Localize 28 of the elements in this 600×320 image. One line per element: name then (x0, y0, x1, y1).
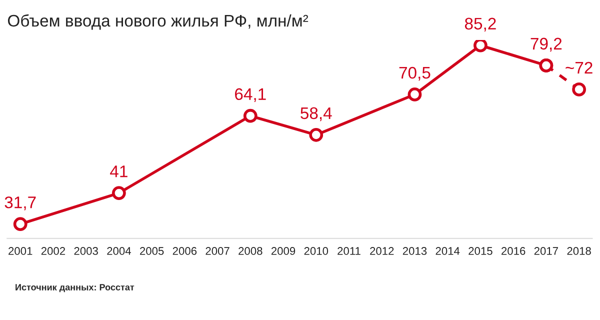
data-label: 31,7 (4, 196, 36, 210)
x-tick-label: 2007 (206, 247, 230, 255)
x-tick-label: 2001 (8, 247, 32, 255)
data-label: 41 (110, 166, 128, 178)
data-label: 70,5 (399, 66, 430, 81)
x-tick-label: 2004 (107, 247, 131, 255)
x-tick-label: 2014 (436, 247, 460, 255)
x-tick-label: 2011 (338, 247, 360, 255)
x-tick-label: 2002 (41, 247, 66, 255)
x-tick-label: 2013 (402, 247, 427, 255)
data-label: ~72 (566, 62, 592, 74)
data-label: 64,1 (235, 88, 266, 102)
data-label: 85,2 (464, 18, 496, 32)
x-tick-label: 2017 (534, 247, 558, 255)
x-tick-label: 2010 (304, 247, 328, 255)
x-tick-label: 2009 (271, 247, 296, 255)
data-label: 79,2 (530, 38, 562, 52)
text: Источник данных: Росстат (16, 284, 134, 292)
x-tick-label: 2008 (238, 247, 262, 255)
x-tick-label: 2018 (567, 247, 591, 255)
x-tick-label: 2015 (468, 247, 492, 255)
x-tick-label: 2005 (140, 247, 164, 255)
x-tick-label: 2016 (502, 247, 526, 255)
x-tick-label: 2003 (74, 247, 98, 255)
x-tick-label: 2006 (172, 247, 197, 255)
chart-title: Объем ввода нового жилья РФ, млн/м² (8, 14, 308, 30)
x-tick-label: 2012 (370, 247, 394, 255)
data-label: 58,4 (300, 107, 332, 122)
